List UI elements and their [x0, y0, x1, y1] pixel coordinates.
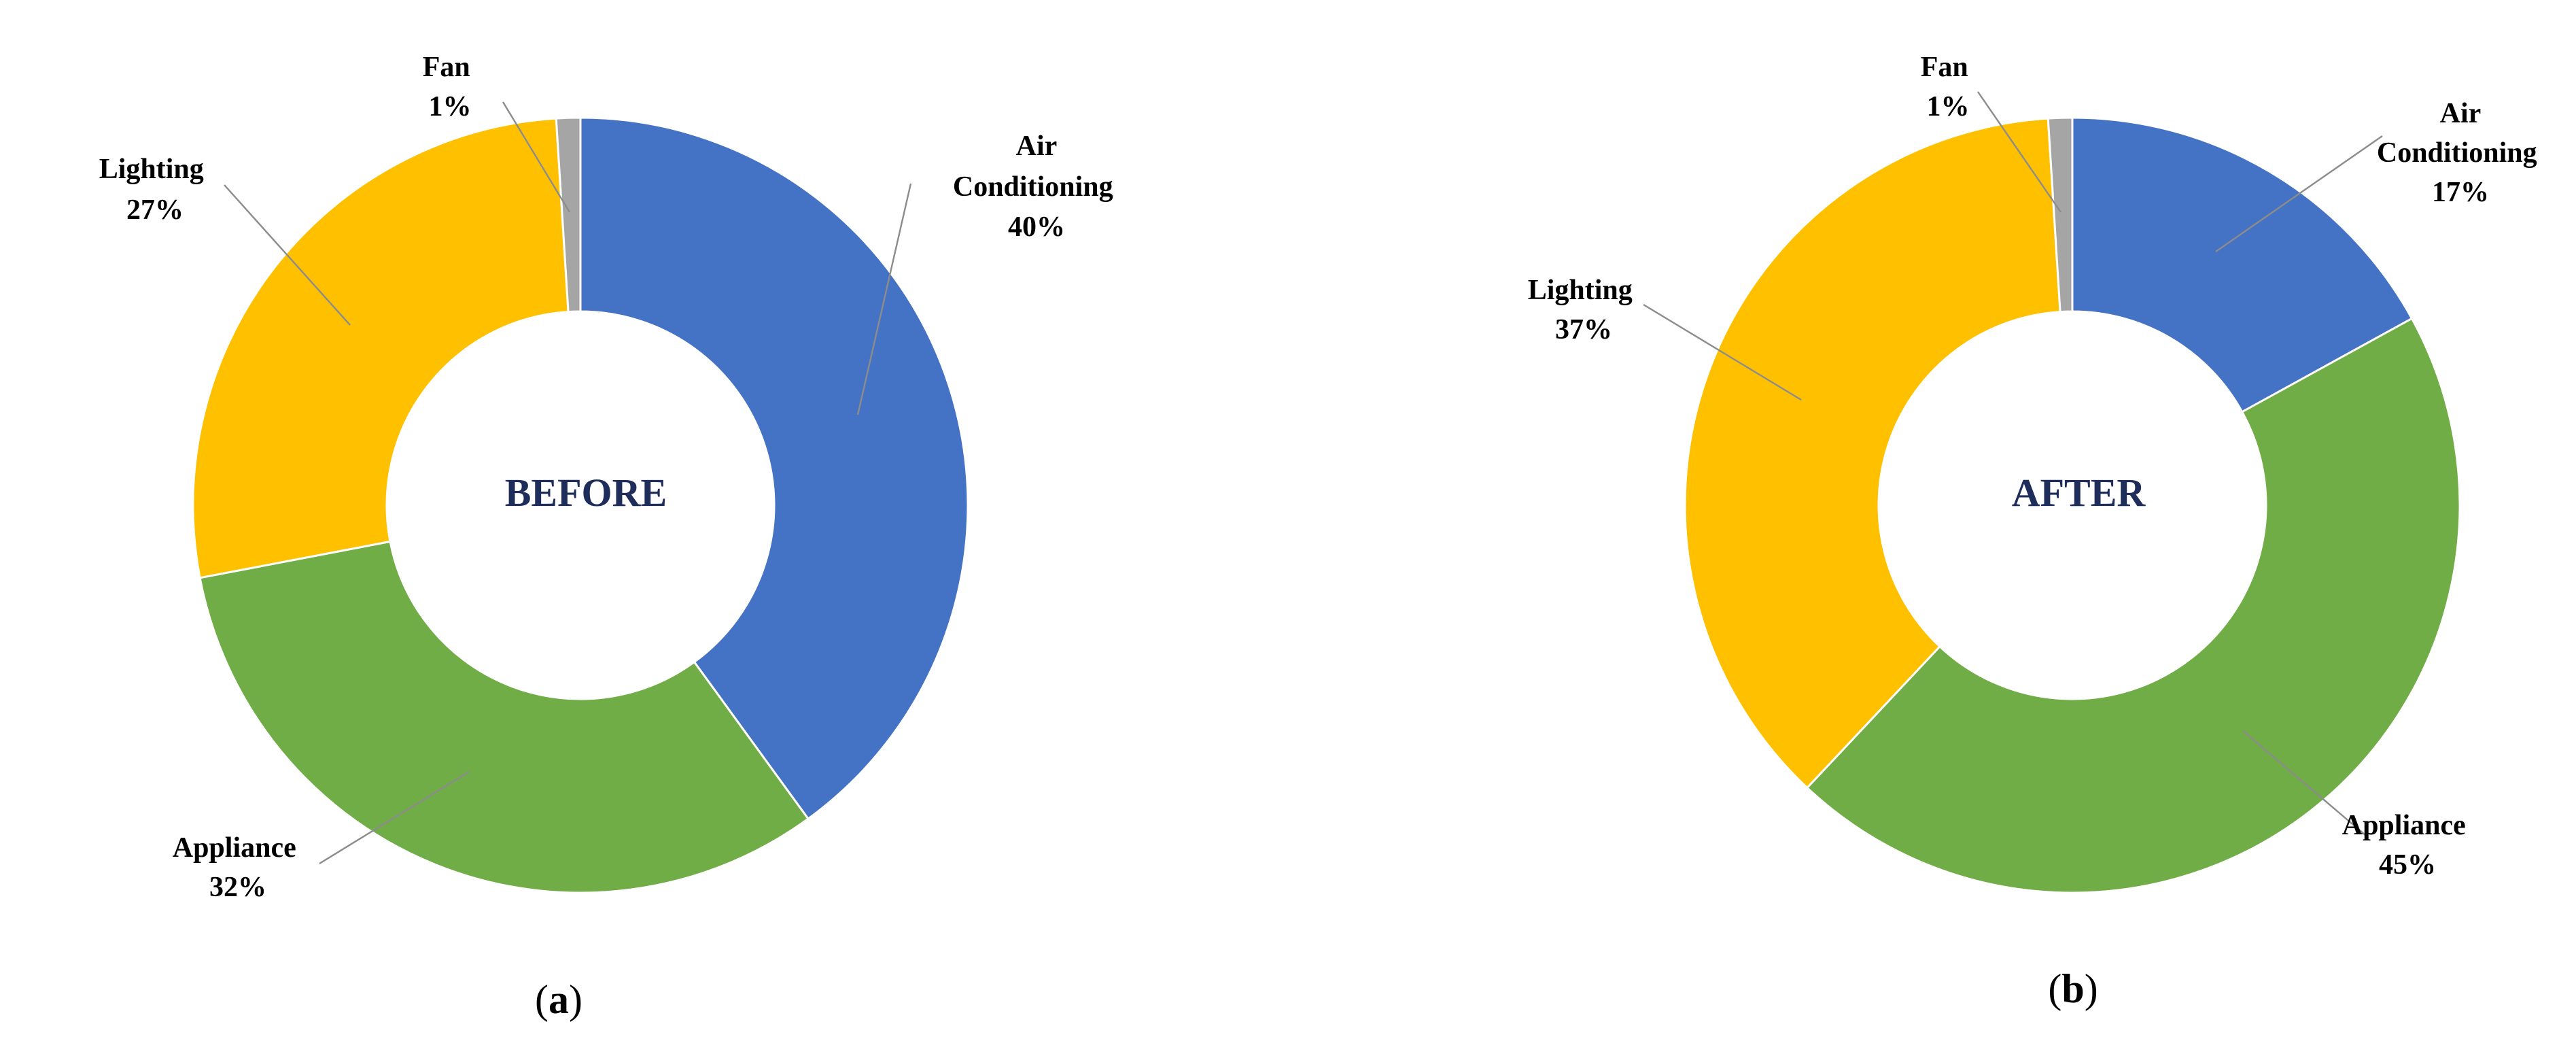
- before-leader-appliance: [319, 770, 470, 865]
- before-slice-fan: [555, 116, 582, 313]
- after-label-fan: Fan 1%: [1921, 52, 1976, 122]
- before-label-lighting-name: Lighting: [99, 154, 204, 185]
- after-leader-lines: [1643, 91, 2383, 836]
- before-slice-lighting: [192, 117, 570, 579]
- after-label-lighting: Lighting 37%: [1528, 275, 1640, 345]
- after-slices: [1684, 116, 2461, 894]
- after-label-lighting-value: 37%: [1555, 314, 1612, 345]
- before-label-air-conditioning-name-line2: Conditioning: [953, 171, 1113, 203]
- chart-before: BEFORE Air Conditioning 40% Appliance 32%…: [99, 52, 1120, 1022]
- before-label-air-conditioning: Air Conditioning 40%: [953, 131, 1120, 243]
- after-slice-fan: [2047, 116, 2074, 313]
- before-label-appliance-name: Appliance: [173, 832, 296, 864]
- before-label-appliance-value: 32%: [209, 872, 266, 903]
- after-label-air-conditioning-name-line2: Conditioning: [2377, 137, 2537, 169]
- before-label-air-conditioning-value: 40%: [1008, 211, 1065, 243]
- before-label-fan: Fan 1%: [423, 52, 478, 122]
- after-slice-air-conditioning: [2071, 116, 2414, 413]
- before-slice-appliance: [198, 540, 810, 894]
- before-label-lighting: Lighting 27%: [99, 154, 211, 226]
- after-label-fan-name: Fan: [1921, 52, 1968, 83]
- before-leader-lighting: [224, 184, 351, 326]
- after-slice-lighting: [1684, 117, 2061, 789]
- chart-after: AFTER Air Conditioning 17% Appliance 45% …: [1528, 52, 2544, 1011]
- after-label-air-conditioning: Air Conditioning 17%: [2377, 98, 2544, 208]
- before-slices: [192, 116, 969, 894]
- after-label-air-conditioning-value: 17%: [2432, 177, 2489, 208]
- after-slice-appliance: [1805, 317, 2461, 894]
- after-label-appliance-name: Appliance: [2342, 810, 2466, 841]
- before-slice-air-conditioning: [579, 116, 969, 821]
- after-caption: (b): [2048, 966, 2098, 1011]
- after-label-fan-value: 1%: [1927, 91, 1970, 122]
- before-label-appliance: Appliance 32%: [173, 832, 304, 903]
- before-label-fan-value: 1%: [429, 91, 472, 122]
- after-label-appliance: Appliance 45%: [2342, 810, 2473, 881]
- after-label-appliance-value: 45%: [2379, 849, 2436, 881]
- before-label-lighting-value: 27%: [126, 194, 184, 226]
- before-label-fan-name: Fan: [423, 52, 470, 83]
- after-leader-lighting: [1643, 303, 1802, 401]
- after-leader-appliance: [2242, 730, 2366, 836]
- before-leader-lines: [224, 101, 912, 865]
- before-leader-air-conditioning: [856, 183, 912, 415]
- after-label-lighting-name: Lighting: [1528, 275, 1633, 306]
- after-leader-fan: [1977, 91, 2061, 213]
- after-label-air-conditioning-name: Air: [2440, 98, 2482, 129]
- before-leader-fan: [502, 101, 571, 213]
- before-label-air-conditioning-name: Air: [1016, 131, 1058, 162]
- before-caption: (a): [535, 977, 582, 1022]
- before-center-label: BEFORE: [505, 471, 667, 515]
- after-center-label: AFTER: [2012, 471, 2146, 515]
- after-leader-air-conditioning: [2215, 135, 2383, 252]
